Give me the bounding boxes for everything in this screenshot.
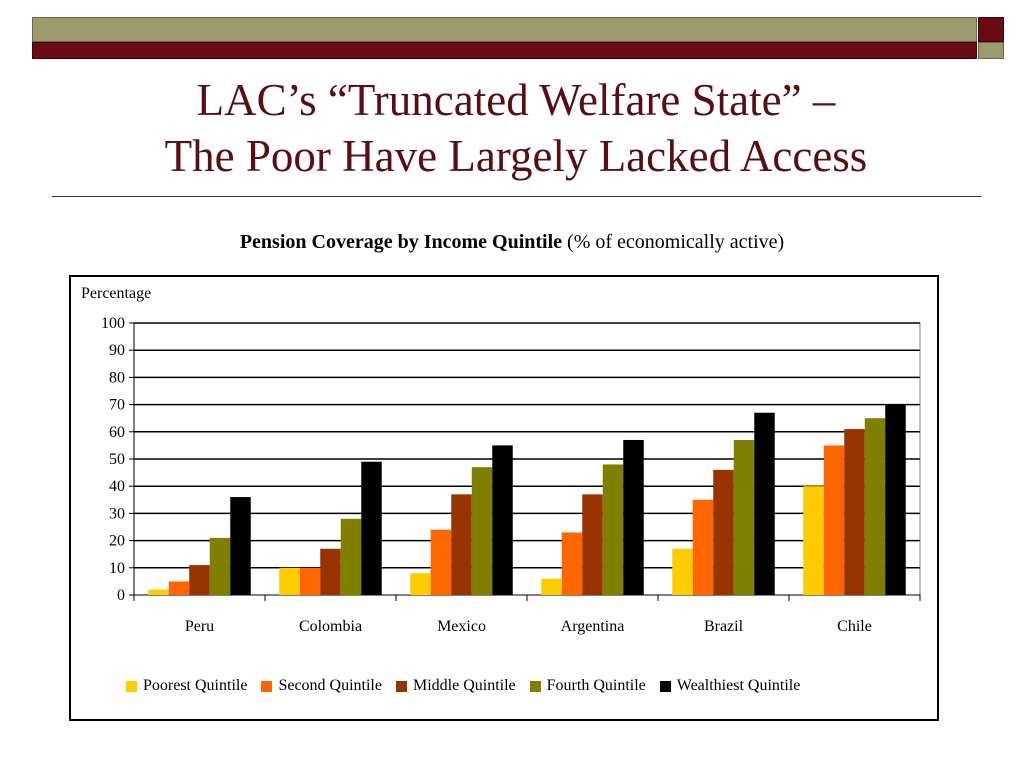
bar xyxy=(168,581,190,595)
bar xyxy=(340,518,362,595)
title-divider xyxy=(52,196,981,197)
slide-title-line-2: The Poor Have Largely Lacked Access xyxy=(164,131,868,181)
legend-item: Fourth Quintile xyxy=(529,677,646,695)
bar xyxy=(692,499,714,595)
legend-label: Middle Quintile xyxy=(412,677,516,694)
legend-label: Poorest Quintile xyxy=(143,677,248,694)
y-tick-label: 40 xyxy=(109,478,125,495)
legend-swatch xyxy=(126,680,137,692)
bar xyxy=(623,439,644,595)
legend-swatch xyxy=(395,680,407,692)
legend-item: Wealthiest Quintile xyxy=(659,677,801,695)
bar xyxy=(410,573,431,595)
x-tick-label: Colombia xyxy=(299,618,362,635)
legend-item: Middle Quintile xyxy=(395,677,516,695)
x-tick-label: Brazil xyxy=(704,618,744,635)
y-tick-label: 20 xyxy=(109,533,125,550)
legend-item: Poorest Quintile xyxy=(126,677,247,695)
bar xyxy=(492,445,513,595)
header-band-maroon xyxy=(32,42,977,59)
legend-label: Second Quintile xyxy=(278,677,382,694)
y-tick-label: 50 xyxy=(109,451,125,468)
chart-title-suffix: (% of economically active) xyxy=(567,231,785,253)
bar xyxy=(430,529,452,595)
bar xyxy=(230,497,251,595)
bar xyxy=(754,412,775,595)
bar xyxy=(148,589,169,595)
x-tick-label: Argentina xyxy=(561,618,625,635)
bar xyxy=(864,418,886,595)
bar xyxy=(189,565,210,595)
header-band-olive xyxy=(32,17,977,42)
y-tick-label: 90 xyxy=(109,342,125,359)
x-tick-label: Mexico xyxy=(437,618,486,635)
y-tick-label: 70 xyxy=(109,397,125,414)
y-tick-label: 60 xyxy=(109,424,125,441)
bar xyxy=(209,537,231,595)
bar xyxy=(733,439,755,595)
bar xyxy=(361,461,382,595)
bar xyxy=(823,445,845,595)
legend-swatch xyxy=(529,680,541,692)
slide-title-line-1: LAC’s “Truncated Welfare State” – xyxy=(196,75,836,125)
legend-swatch xyxy=(261,680,273,692)
chart-legend: Poorest Quintile Second Quintile Middle Qu… xyxy=(126,677,800,695)
bar xyxy=(713,469,734,595)
y-tick-label: 100 xyxy=(101,315,125,332)
legend-swatch xyxy=(659,680,671,692)
legend-label: Wealthiest Quintile xyxy=(676,677,801,694)
y-axis-label: Percentage xyxy=(81,285,152,302)
x-tick-label: Chile xyxy=(837,618,872,635)
bar xyxy=(602,464,624,595)
chart-title-main: Pension Coverage by Income Quintile xyxy=(239,231,563,253)
bar xyxy=(451,494,472,595)
slide-title: LAC’s “Truncated Welfare State” – The Po… xyxy=(52,72,980,184)
bar xyxy=(803,486,824,595)
bar xyxy=(672,548,693,595)
legend-item: Second Quintile xyxy=(261,677,382,695)
bar xyxy=(471,467,493,595)
bar xyxy=(561,532,583,595)
x-tick-label: Peru xyxy=(185,618,214,635)
header-square-maroon xyxy=(978,17,1004,42)
y-tick-label: 0 xyxy=(117,587,125,604)
bar xyxy=(279,567,300,595)
bar xyxy=(885,404,906,595)
bar xyxy=(844,429,865,595)
y-tick-label: 80 xyxy=(109,369,125,386)
y-tick-label: 10 xyxy=(109,560,125,577)
legend-label: Fourth Quintile xyxy=(546,677,646,694)
bar xyxy=(299,567,321,595)
y-tick-label: 30 xyxy=(109,505,125,522)
header-square-olive xyxy=(978,42,1004,59)
bar xyxy=(582,494,603,595)
bar xyxy=(320,548,341,595)
bar xyxy=(541,578,562,595)
chart-title: Pension Coverage by Income Quintile (% o… xyxy=(0,231,1024,254)
